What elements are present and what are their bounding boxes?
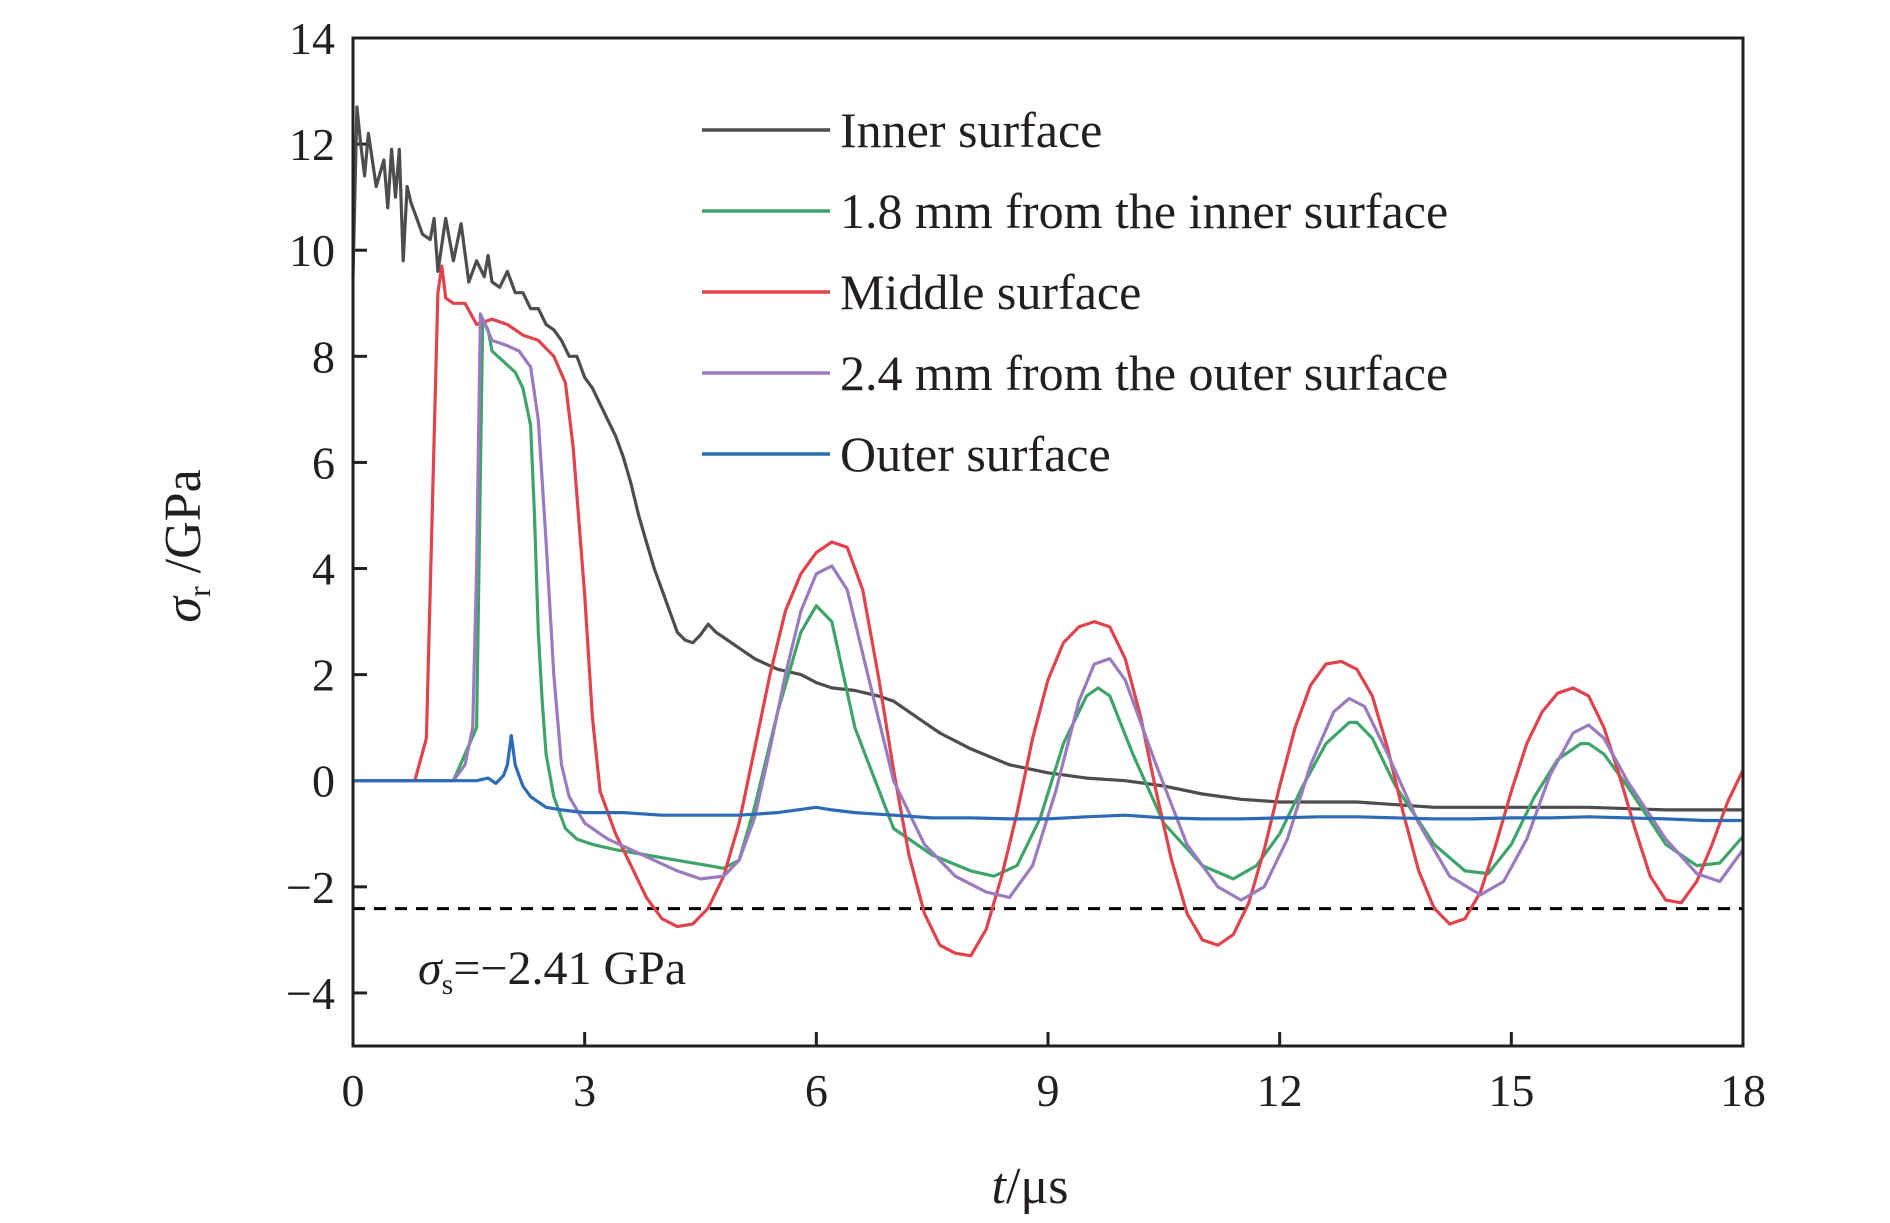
- y-tick-label: 12: [289, 119, 335, 170]
- y-tick-label: 10: [289, 225, 335, 276]
- x-tick-label: 0: [342, 1065, 365, 1116]
- y-axis-unit: /GPa: [155, 469, 212, 586]
- y-tick-label: 14: [289, 13, 335, 64]
- y-tick-label: 2: [312, 650, 335, 701]
- x-tick-label: 3: [573, 1065, 596, 1116]
- y-axis-subscript: r: [181, 586, 217, 597]
- series-line-2: [353, 264, 1745, 958]
- annotation-variable: σ: [418, 942, 444, 995]
- legend-label-0: Inner surface: [840, 102, 1102, 158]
- plot-area: [351, 105, 1745, 958]
- legend-label-2: Middle surface: [840, 264, 1141, 320]
- legend-label-3: 2.4 mm from the outer surface: [840, 345, 1448, 401]
- x-tick-label: 15: [1488, 1065, 1534, 1116]
- series-line-0: [351, 105, 1743, 812]
- y-tick-label: −2: [286, 862, 335, 913]
- x-tick-label: 6: [805, 1065, 828, 1116]
- threshold-annotation: σs=−2.41 GPa: [418, 942, 686, 1001]
- series-line-3: [353, 312, 1745, 902]
- x-tick-label: 18: [1720, 1065, 1766, 1116]
- annotation-subscript: s: [442, 968, 454, 1001]
- series-line-4: [353, 733, 1743, 823]
- plot-frame: [351, 36, 1745, 1048]
- y-tick-label: 0: [312, 756, 335, 807]
- x-axis-variable: t: [991, 1158, 1007, 1215]
- y-tick-label: 6: [312, 437, 335, 488]
- legend-label-4: Outer surface: [840, 426, 1111, 482]
- x-axis-title: t/μs: [991, 1158, 1068, 1215]
- y-tick-label: 8: [312, 331, 335, 382]
- axis-tick-labels: 0 3 6 9 12 15 18 −4 −2 0 2 4 6 8 10 12 14: [286, 13, 1766, 1116]
- series-lines: [351, 105, 1745, 958]
- legend: Inner surface 1.8 mm from the inner surfa…: [702, 102, 1448, 482]
- series-line-1: [353, 317, 1745, 881]
- legend-label-1: 1.8 mm from the inner surface: [840, 183, 1448, 239]
- y-tick-label: −4: [286, 968, 335, 1019]
- y-tick-label: 4: [312, 544, 335, 595]
- annotation-text: =−2.41 GPa: [453, 942, 686, 995]
- x-tick-label: 9: [1037, 1065, 1060, 1116]
- x-tick-label: 12: [1257, 1065, 1303, 1116]
- x-axis-unit: /μs: [1006, 1158, 1069, 1215]
- y-axis-variable: σ: [155, 595, 212, 623]
- y-axis-title: σr /GPa: [155, 469, 217, 622]
